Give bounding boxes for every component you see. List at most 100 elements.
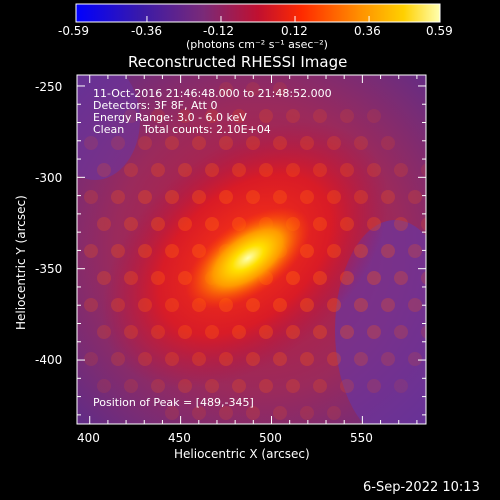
heatmap-blob: [313, 379, 327, 393]
heatmap-blob: [340, 217, 354, 231]
heatmap-blob: [151, 217, 165, 231]
colorbar-tick-label: -0.59: [58, 24, 90, 38]
heatmap-blob: [327, 406, 341, 420]
heatmap-blob: [340, 163, 354, 177]
heatmap-blob: [205, 109, 219, 123]
heatmap-blob: [273, 298, 287, 312]
heatmap-blob: [151, 379, 165, 393]
x-tick-label: 400: [77, 431, 100, 445]
heatmap-blob: [219, 190, 233, 204]
y-tick-label: -300: [35, 171, 63, 185]
heatmap-blob: [165, 190, 179, 204]
heatmap-blob: [205, 217, 219, 231]
heatmap-blob: [421, 163, 426, 177]
heatmap-blob: [408, 190, 422, 204]
heatmap-blob: [192, 136, 206, 150]
annotation-method: Clean: [93, 123, 125, 136]
colorbar-tick-label: 0.12: [281, 24, 308, 38]
heatmap-blob: [381, 136, 395, 150]
heatmap-blob: [381, 352, 395, 366]
heatmap-blob: [219, 406, 233, 420]
heatmap-blob: [205, 379, 219, 393]
heatmap-blob: [124, 325, 138, 339]
heatmap-blob: [313, 271, 327, 285]
heatmap-blob: [408, 352, 422, 366]
heatmap-blob: [165, 136, 179, 150]
heatmap-blob: [381, 190, 395, 204]
heatmap-blob: [421, 217, 426, 231]
heatmap-blob: [327, 136, 341, 150]
heatmap-blob: [111, 298, 125, 312]
heatmap-blob: [394, 325, 408, 339]
heatmap-blob: [178, 217, 192, 231]
colorbar-tick-label: -0.12: [203, 24, 235, 38]
chart-title: Reconstructed RHESSI Image: [128, 53, 348, 71]
heatmap-blob: [192, 406, 206, 420]
heatmap-blob: [354, 190, 368, 204]
heatmap-dark-corner: [77, 75, 140, 180]
heatmap-blob: [97, 325, 111, 339]
heatmap-blob: [354, 136, 368, 150]
heatmap-blob: [300, 136, 314, 150]
heatmap-blob: [313, 163, 327, 177]
heatmap-blob: [327, 352, 341, 366]
heatmap-blob: [246, 190, 260, 204]
colorbar-ticks: [75, 16, 441, 22]
heatmap-blob: [165, 352, 179, 366]
heatmap-blob: [394, 217, 408, 231]
heatmap-blob: [273, 136, 287, 150]
heatmap-blob: [111, 136, 125, 150]
heatmap-blob: [381, 244, 395, 258]
heatmap-blob: [259, 163, 273, 177]
heatmap-blob: [246, 298, 260, 312]
colorbar-units: (photons cm⁻² s⁻¹ asec⁻²): [186, 38, 328, 51]
heatmap-blob: [327, 190, 341, 204]
heatmap-blob: [300, 298, 314, 312]
plot-frame: [76, 74, 427, 425]
heatmap-blob: [246, 406, 260, 420]
heatmap-blob: [259, 109, 273, 123]
heatmap-blob: [340, 325, 354, 339]
heatmap-blob: [367, 163, 381, 177]
axis-ticks: [77, 75, 426, 424]
heatmap-blob: [151, 109, 165, 123]
colorbar-tick-label: -0.36: [131, 24, 163, 38]
heatmap-blob: [394, 163, 408, 177]
heatmap-blob: [246, 136, 260, 150]
heatmap-blob: [219, 136, 233, 150]
heatmap-blob: [300, 190, 314, 204]
x-tick-label: 500: [259, 431, 282, 445]
x-tick-label: 450: [168, 431, 191, 445]
heatmap-blob: [381, 298, 395, 312]
heatmap-blob: [192, 190, 206, 204]
colorbar-tick-label: 0.59: [426, 24, 453, 38]
heatmap-blob: [124, 109, 138, 123]
heatmap-blob: [111, 244, 125, 258]
heatmap-blob: [219, 352, 233, 366]
footer-timestamp: 6-Sep-2022 10:13: [363, 480, 480, 495]
heatmap-blob: [165, 406, 179, 420]
heatmap-blob: [97, 217, 111, 231]
heatmap-blob: [327, 244, 341, 258]
heatmap-blob: [219, 82, 233, 96]
heatmap-blob: [313, 109, 327, 123]
x-axis-label: Heliocentric X (arcsec): [174, 447, 310, 461]
heatmap-blob: [367, 217, 381, 231]
heatmap-blob: [367, 109, 381, 123]
heatmap-blob: [124, 271, 138, 285]
heatmap-blob: [286, 379, 300, 393]
heatmap-blob: [421, 325, 426, 339]
heatmap-blob: [394, 271, 408, 285]
y-tick-label: -350: [35, 262, 63, 276]
heatmap-blob: [165, 244, 179, 258]
heatmap-blob: [165, 298, 179, 312]
heatmap-blob: [205, 325, 219, 339]
heatmap-blob: [327, 298, 341, 312]
heatmap-blob: [340, 379, 354, 393]
heatmap-blob: [354, 244, 368, 258]
heatmap-blob: [138, 136, 152, 150]
x-tick-label: 550: [350, 431, 373, 445]
heatmap-emission-core: [185, 207, 311, 309]
heatmap-blob: [84, 136, 98, 150]
heatmap-blob: [178, 325, 192, 339]
